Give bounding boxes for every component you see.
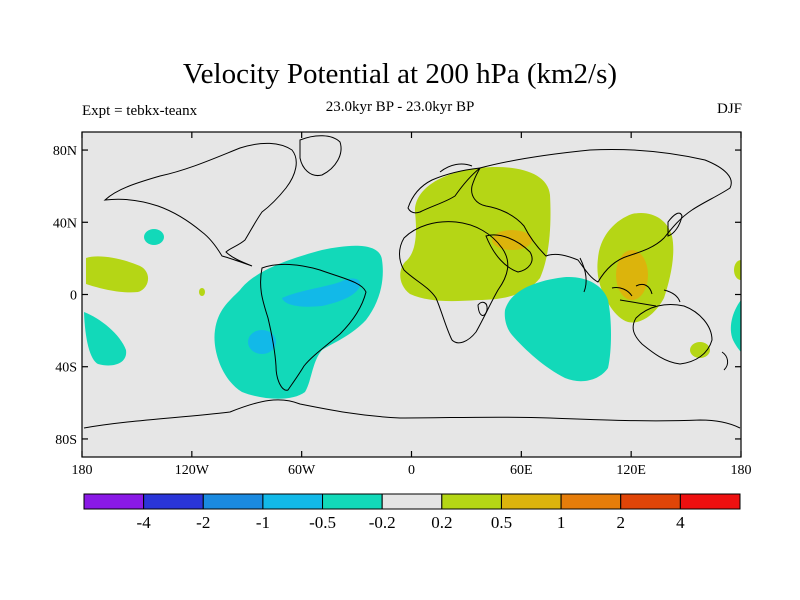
colorbar-swatch bbox=[679, 493, 741, 510]
positive-core-middle-east bbox=[492, 230, 532, 250]
contour-fill-layer bbox=[83, 135, 741, 429]
colorbar-swatch bbox=[262, 493, 324, 510]
colorbar-swatch bbox=[202, 493, 264, 510]
colorbar-swatch bbox=[143, 493, 204, 510]
y-tick-label: 0 bbox=[70, 289, 77, 304]
y-tick-label: 80N bbox=[53, 144, 77, 159]
x-tick-label: 60E bbox=[510, 463, 533, 478]
colorbar-swatch bbox=[83, 493, 145, 510]
x-tick-label: 0 bbox=[408, 463, 415, 478]
x-tick-label: 120E bbox=[616, 463, 646, 478]
chart-title: Velocity Potential at 200 hPa (km2/s) bbox=[182, 58, 618, 90]
time-range-subtitle: 23.0kyr BP - 23.0kyr BP bbox=[325, 99, 475, 115]
negative-core-amazon bbox=[282, 278, 361, 307]
x-tick-label: 60W bbox=[288, 463, 316, 478]
colorbar-level-label: 4 bbox=[676, 513, 685, 532]
y-tick-label: 80S bbox=[55, 433, 77, 448]
colorbar-swatch bbox=[500, 493, 562, 510]
colorbar-level-label: -0.2 bbox=[369, 513, 396, 532]
coastlines bbox=[83, 135, 741, 429]
colorbar: -4 -2 -1 -0.5 -0.2 0.2 0.5 1 2 4 bbox=[83, 493, 741, 532]
positive-core-maritime-continent bbox=[616, 250, 648, 300]
colorbar-level-label: 2 bbox=[616, 513, 625, 532]
colorbar-level-label: 0.2 bbox=[431, 513, 452, 532]
colorbar-level-label: -4 bbox=[137, 513, 152, 532]
negative-region-indian-ocean bbox=[504, 276, 611, 382]
y-tick-label: 40S bbox=[55, 361, 77, 376]
colorbar-level-label: -0.5 bbox=[309, 513, 336, 532]
colorbar-level-label: -2 bbox=[196, 513, 210, 532]
negative-core-south-america bbox=[248, 330, 276, 354]
colorbar-swatch bbox=[381, 493, 443, 510]
positive-region-dateline-east bbox=[734, 260, 741, 280]
colorbar-level-label: 1 bbox=[557, 513, 566, 532]
x-tick-label: 120W bbox=[175, 463, 210, 478]
positive-region-eurasia-africa bbox=[400, 167, 551, 302]
experiment-subtitle: Expt = tebkx-teanx bbox=[82, 103, 198, 119]
x-tick-label: 180 bbox=[731, 463, 752, 478]
positive-region-east-pacific bbox=[86, 256, 149, 293]
x-tick-label: 180 bbox=[72, 463, 93, 478]
colorbar-swatch bbox=[322, 493, 383, 510]
colorbar-swatch bbox=[560, 493, 622, 510]
negative-region-south-pacific bbox=[84, 312, 127, 366]
colorbar-level-label: 0.5 bbox=[491, 513, 512, 532]
colorbar-swatch bbox=[620, 493, 681, 510]
negative-region-dateline-south bbox=[730, 300, 741, 352]
positive-region-atlantic-small bbox=[199, 288, 205, 296]
colorbar-level-label: -1 bbox=[256, 513, 270, 532]
y-tick-label: 40N bbox=[53, 216, 77, 231]
negative-region-north-pacific bbox=[144, 229, 164, 245]
colorbar-swatch bbox=[441, 493, 502, 510]
positive-region-australia-se bbox=[690, 342, 710, 358]
season-subtitle: DJF bbox=[716, 101, 742, 117]
